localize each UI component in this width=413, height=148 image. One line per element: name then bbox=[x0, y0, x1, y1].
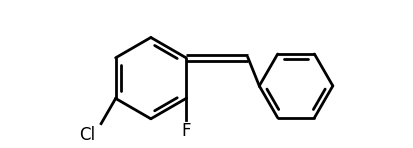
Text: Cl: Cl bbox=[79, 126, 95, 144]
Text: F: F bbox=[181, 122, 190, 140]
